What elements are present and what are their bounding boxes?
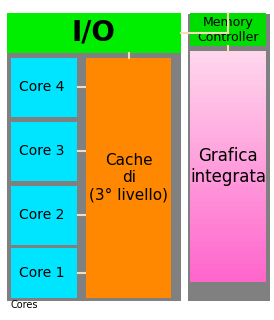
Bar bbox=[190, 235, 266, 241]
Bar bbox=[190, 270, 266, 276]
Bar bbox=[190, 74, 266, 80]
Bar bbox=[190, 149, 266, 155]
Bar bbox=[190, 137, 266, 143]
Bar bbox=[190, 13, 266, 46]
Bar bbox=[190, 80, 266, 86]
Bar bbox=[190, 97, 266, 103]
Bar bbox=[190, 252, 266, 259]
Bar bbox=[190, 155, 266, 161]
Bar bbox=[190, 224, 266, 230]
Bar bbox=[190, 229, 266, 236]
Bar bbox=[86, 58, 171, 298]
Bar bbox=[11, 248, 77, 298]
Bar bbox=[190, 172, 266, 178]
Bar bbox=[11, 186, 77, 245]
Bar bbox=[7, 13, 181, 53]
Bar bbox=[190, 195, 266, 201]
Text: Core 3: Core 3 bbox=[19, 144, 65, 158]
Bar bbox=[190, 126, 266, 132]
Text: Core 2: Core 2 bbox=[19, 208, 65, 222]
Bar bbox=[190, 183, 266, 189]
Text: Cache
di
(3° livello): Cache di (3° livello) bbox=[89, 153, 168, 203]
Text: Grafica
integrata: Grafica integrata bbox=[190, 147, 266, 186]
Bar bbox=[190, 114, 266, 120]
Bar bbox=[190, 247, 266, 253]
Bar bbox=[190, 258, 266, 264]
Bar bbox=[7, 14, 181, 301]
Bar bbox=[190, 143, 266, 149]
Bar bbox=[190, 103, 266, 109]
Text: Memory
Controller: Memory Controller bbox=[197, 16, 259, 44]
Bar bbox=[190, 108, 266, 115]
Bar bbox=[190, 276, 266, 282]
Bar bbox=[190, 57, 266, 63]
Text: I/O: I/O bbox=[72, 19, 116, 47]
Bar bbox=[190, 178, 266, 184]
Bar bbox=[190, 91, 266, 97]
Bar bbox=[190, 51, 266, 57]
Bar bbox=[190, 62, 266, 68]
Bar bbox=[11, 122, 77, 181]
Bar bbox=[190, 132, 266, 138]
Bar bbox=[190, 264, 266, 270]
Text: Core 4: Core 4 bbox=[19, 80, 65, 94]
Bar bbox=[190, 206, 266, 212]
Bar bbox=[190, 160, 266, 166]
Bar bbox=[190, 212, 266, 218]
Bar bbox=[188, 14, 270, 301]
Bar bbox=[190, 85, 266, 92]
Bar bbox=[190, 189, 266, 195]
Bar bbox=[190, 241, 266, 247]
Bar bbox=[190, 218, 266, 224]
Bar bbox=[190, 68, 266, 74]
Bar bbox=[190, 201, 266, 207]
Text: Core 1: Core 1 bbox=[19, 266, 65, 280]
Bar bbox=[190, 166, 266, 172]
Bar bbox=[11, 58, 77, 117]
Text: Cores: Cores bbox=[11, 300, 38, 310]
Bar bbox=[190, 120, 266, 126]
